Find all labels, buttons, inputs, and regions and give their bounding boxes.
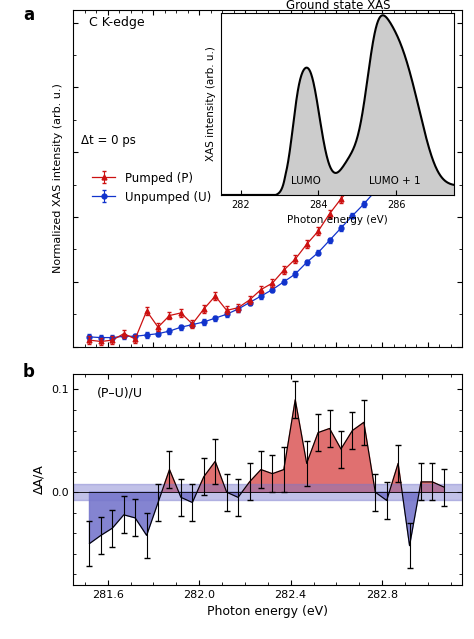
Legend: Pumped (P), Unpumped (U): Pumped (P), Unpumped (U) [87, 167, 216, 208]
Text: a: a [23, 6, 34, 24]
Text: C K-edge: C K-edge [89, 17, 145, 29]
Text: b: b [23, 364, 35, 381]
Text: (P–U)/U: (P–U)/U [97, 387, 143, 399]
Y-axis label: ΔA/A: ΔA/A [32, 465, 46, 494]
Y-axis label: Normalized XAS intensity (arb. u.): Normalized XAS intensity (arb. u.) [53, 83, 63, 273]
X-axis label: Photon energy (eV): Photon energy (eV) [207, 605, 328, 618]
Text: Δt = 0 ps: Δt = 0 ps [81, 134, 136, 148]
